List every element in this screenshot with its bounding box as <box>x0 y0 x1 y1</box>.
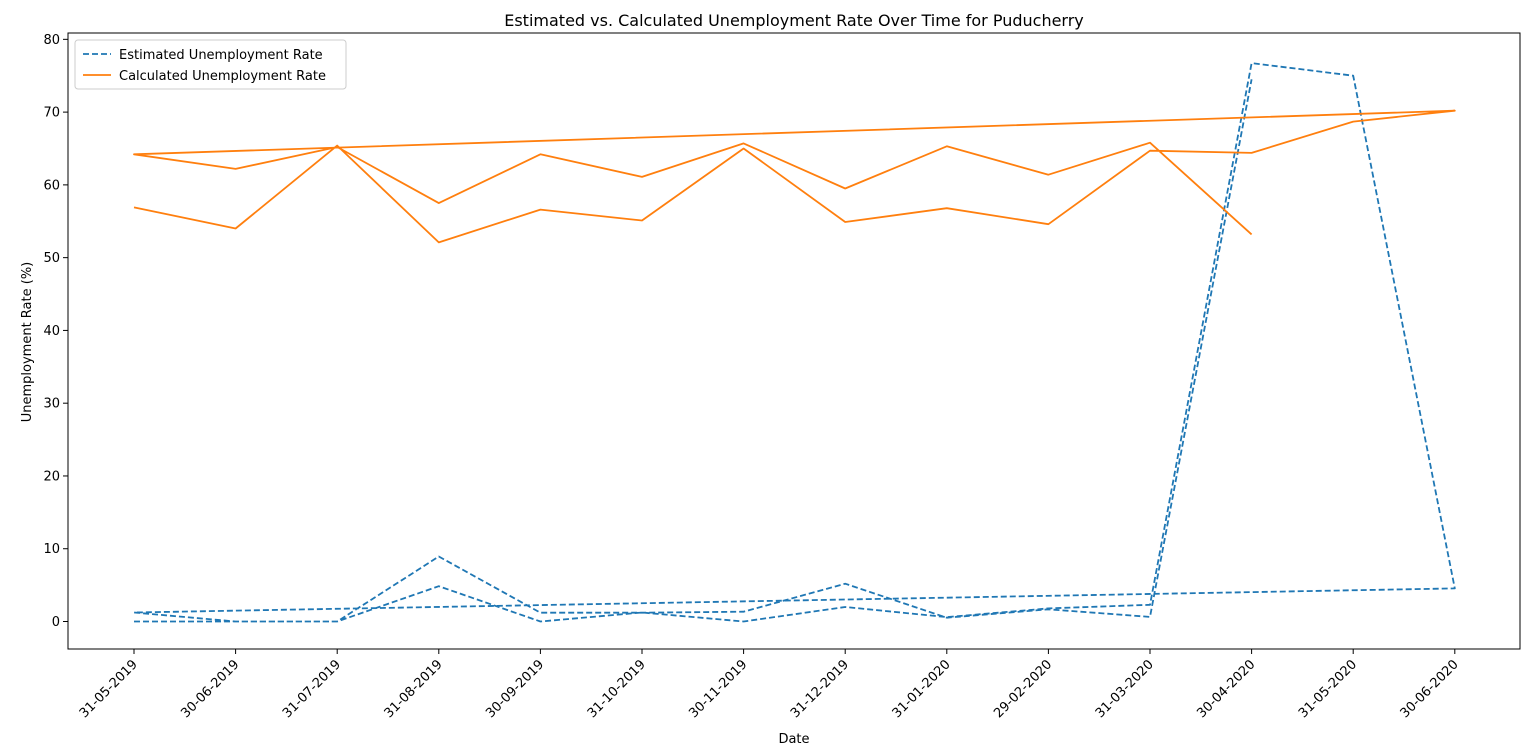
legend: Estimated Unemployment Rate Calculated U… <box>74 39 347 90</box>
x-tick-label: 31-05-2020 <box>1296 657 1360 721</box>
x-tick-label: 31-01-2020 <box>890 657 954 721</box>
series-line-calculated <box>133 109 1456 244</box>
y-tick-label: 70 <box>43 106 60 121</box>
y-tick-label: 40 <box>43 324 60 339</box>
x-tick-label: 31-10-2019 <box>585 657 649 721</box>
plot-frame <box>67 32 1521 650</box>
legend-box <box>74 39 347 90</box>
y-tick-label: 10 <box>43 542 60 557</box>
x-axis: 31-05-2019 30-06-2019 31-07-2019 31-08-2019… <box>77 649 1462 721</box>
legend-label-calculated: Calculated Unemployment Rate <box>119 69 326 84</box>
y-axis: 0 10 20 30 40 50 60 70 80 <box>43 33 68 630</box>
y-tick-label: 30 <box>43 397 60 412</box>
x-tick-label: 29-02-2020 <box>991 657 1055 721</box>
x-tick-label: 30-04-2020 <box>1194 657 1258 721</box>
x-tick-label: 31-05-2019 <box>77 657 141 721</box>
y-tick-label: 20 <box>43 469 60 484</box>
x-tick-label: 31-03-2020 <box>1093 657 1157 721</box>
series-layer <box>133 62 1456 623</box>
y-tick-label: 50 <box>43 251 60 266</box>
legend-label-estimated: Estimated Unemployment Rate <box>119 48 323 63</box>
y-tick-label: 0 <box>52 615 60 630</box>
x-tick-label: 30-09-2019 <box>483 657 547 721</box>
y-axis-label: Unemployment Rate (%) <box>20 262 35 423</box>
y-tick-label: 60 <box>43 178 60 193</box>
x-axis-label: Date <box>778 732 809 747</box>
x-tick-label: 30-06-2020 <box>1398 657 1462 721</box>
chart-title: Estimated vs. Calculated Unemployment Ra… <box>504 11 1084 30</box>
x-tick-label: 31-07-2019 <box>280 657 344 721</box>
y-tick-label: 80 <box>43 33 60 48</box>
x-tick-label: 30-06-2019 <box>178 657 242 721</box>
x-tick-label: 31-12-2019 <box>788 657 852 721</box>
x-tick-label: 30-11-2019 <box>686 657 750 721</box>
x-tick-label: 31-08-2019 <box>382 657 446 721</box>
series-line-estimated <box>133 62 1456 623</box>
